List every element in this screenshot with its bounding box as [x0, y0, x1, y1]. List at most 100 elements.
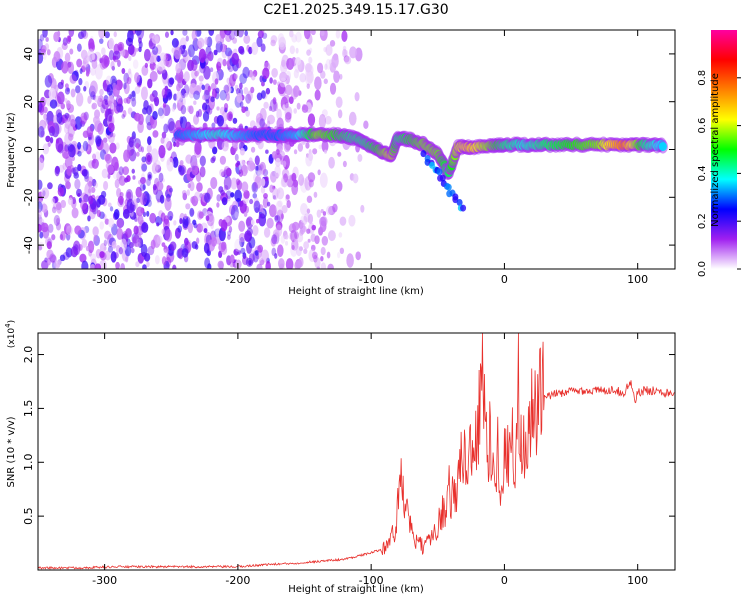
noise-speck — [196, 69, 201, 74]
noise-speck — [163, 123, 169, 134]
noise-speck — [303, 30, 311, 40]
noise-speck — [152, 130, 159, 138]
noise-speck — [242, 66, 250, 79]
noise-speck — [76, 58, 83, 68]
noise-speck — [127, 107, 133, 115]
noise-speck — [343, 49, 349, 57]
noise-speck — [241, 181, 249, 193]
noise-speck — [146, 210, 150, 217]
noise-speck — [64, 132, 73, 146]
noise-speck — [182, 30, 188, 36]
noise-speck — [173, 220, 177, 226]
noise-speck — [104, 31, 110, 39]
noise-speck — [128, 55, 132, 62]
noise-speck — [291, 182, 299, 196]
noise-speck — [83, 86, 87, 92]
noise-speck — [257, 30, 264, 39]
noise-speck — [337, 251, 341, 259]
noise-speck — [64, 87, 71, 95]
spectrogram-ylabel: Frequency (Hz) — [6, 112, 17, 188]
noise-speck — [194, 243, 199, 250]
noise-speck — [118, 175, 126, 186]
noise-speck — [126, 191, 132, 199]
noise-speck — [161, 228, 165, 235]
noise-speck — [51, 197, 56, 205]
noise-speck — [189, 83, 198, 95]
noise-speck — [149, 212, 157, 224]
noise-speck — [90, 253, 97, 262]
noise-speck — [88, 38, 95, 51]
noise-speck — [83, 111, 89, 121]
noise-speck — [100, 104, 106, 114]
colorbar-tick-label: 0.4 — [697, 165, 708, 181]
noise-speck — [64, 120, 71, 129]
noise-speck — [86, 176, 94, 187]
noise-speck — [276, 108, 282, 120]
noise-speck — [314, 235, 320, 245]
noise-speck — [38, 241, 44, 250]
noise-speck — [180, 104, 187, 115]
y-tick-label: 2.0 — [22, 346, 35, 364]
noise-speck — [48, 126, 56, 137]
noise-speck — [307, 238, 311, 243]
noise-speck — [219, 169, 225, 177]
snr-panel: -300 -200 -100 0 100 0.5 1.0 1.5 2.0 Height of s… — [4, 320, 676, 595]
noise-speck — [152, 46, 159, 55]
noise-speck — [136, 206, 144, 217]
noise-speck — [220, 189, 225, 196]
noise-speck — [239, 82, 243, 90]
noise-speck — [284, 164, 288, 170]
noise-speck — [126, 96, 131, 104]
snr-multiplier: (x104) — [4, 320, 17, 348]
noise-speck — [180, 116, 188, 130]
noise-speck — [113, 209, 120, 220]
noise-speck — [42, 143, 50, 155]
noise-speck — [150, 64, 155, 72]
noise-speck — [251, 181, 259, 193]
noise-speck — [87, 240, 95, 254]
noise-speck — [274, 214, 281, 223]
noise-speck — [348, 111, 357, 126]
noise-speck — [64, 52, 71, 63]
noise-speck — [75, 85, 81, 94]
noise-speck — [139, 183, 146, 192]
noise-speck — [39, 231, 44, 239]
noise-speck — [60, 102, 66, 110]
noise-speck — [91, 103, 96, 110]
noise-speck — [88, 195, 94, 205]
noise-speck — [138, 40, 143, 49]
noise-speck — [293, 85, 300, 98]
noise-speck — [304, 176, 312, 191]
noise-speck — [234, 153, 239, 162]
noise-speck — [277, 33, 285, 45]
noise-speck — [121, 67, 126, 75]
noise-speck — [234, 189, 242, 202]
noise-speck — [135, 186, 142, 198]
noise-speck — [216, 194, 222, 202]
noise-speck — [260, 90, 266, 99]
noise-speck — [275, 224, 283, 237]
noise-speck — [71, 167, 76, 174]
noise-speck — [284, 84, 293, 96]
noise-speck — [183, 84, 190, 96]
noise-speck — [83, 169, 90, 180]
noise-speck — [97, 122, 104, 135]
noise-speck — [55, 138, 60, 144]
noise-speck — [107, 100, 113, 107]
noise-speck — [236, 180, 243, 191]
noise-speck — [131, 195, 137, 206]
noise-speck — [76, 43, 82, 52]
noise-speck — [348, 214, 356, 227]
noise-speck — [346, 253, 354, 268]
noise-speck — [133, 225, 139, 235]
noise-speck — [245, 109, 250, 117]
noise-speck — [335, 181, 343, 192]
noise-speck — [266, 217, 274, 229]
noise-speck — [249, 198, 254, 205]
noise-speck — [271, 67, 278, 78]
noise-speck — [104, 230, 112, 240]
noise-speck — [205, 58, 209, 63]
noise-speck — [128, 68, 132, 75]
noise-speck — [191, 30, 198, 41]
noise-speck — [135, 47, 139, 52]
